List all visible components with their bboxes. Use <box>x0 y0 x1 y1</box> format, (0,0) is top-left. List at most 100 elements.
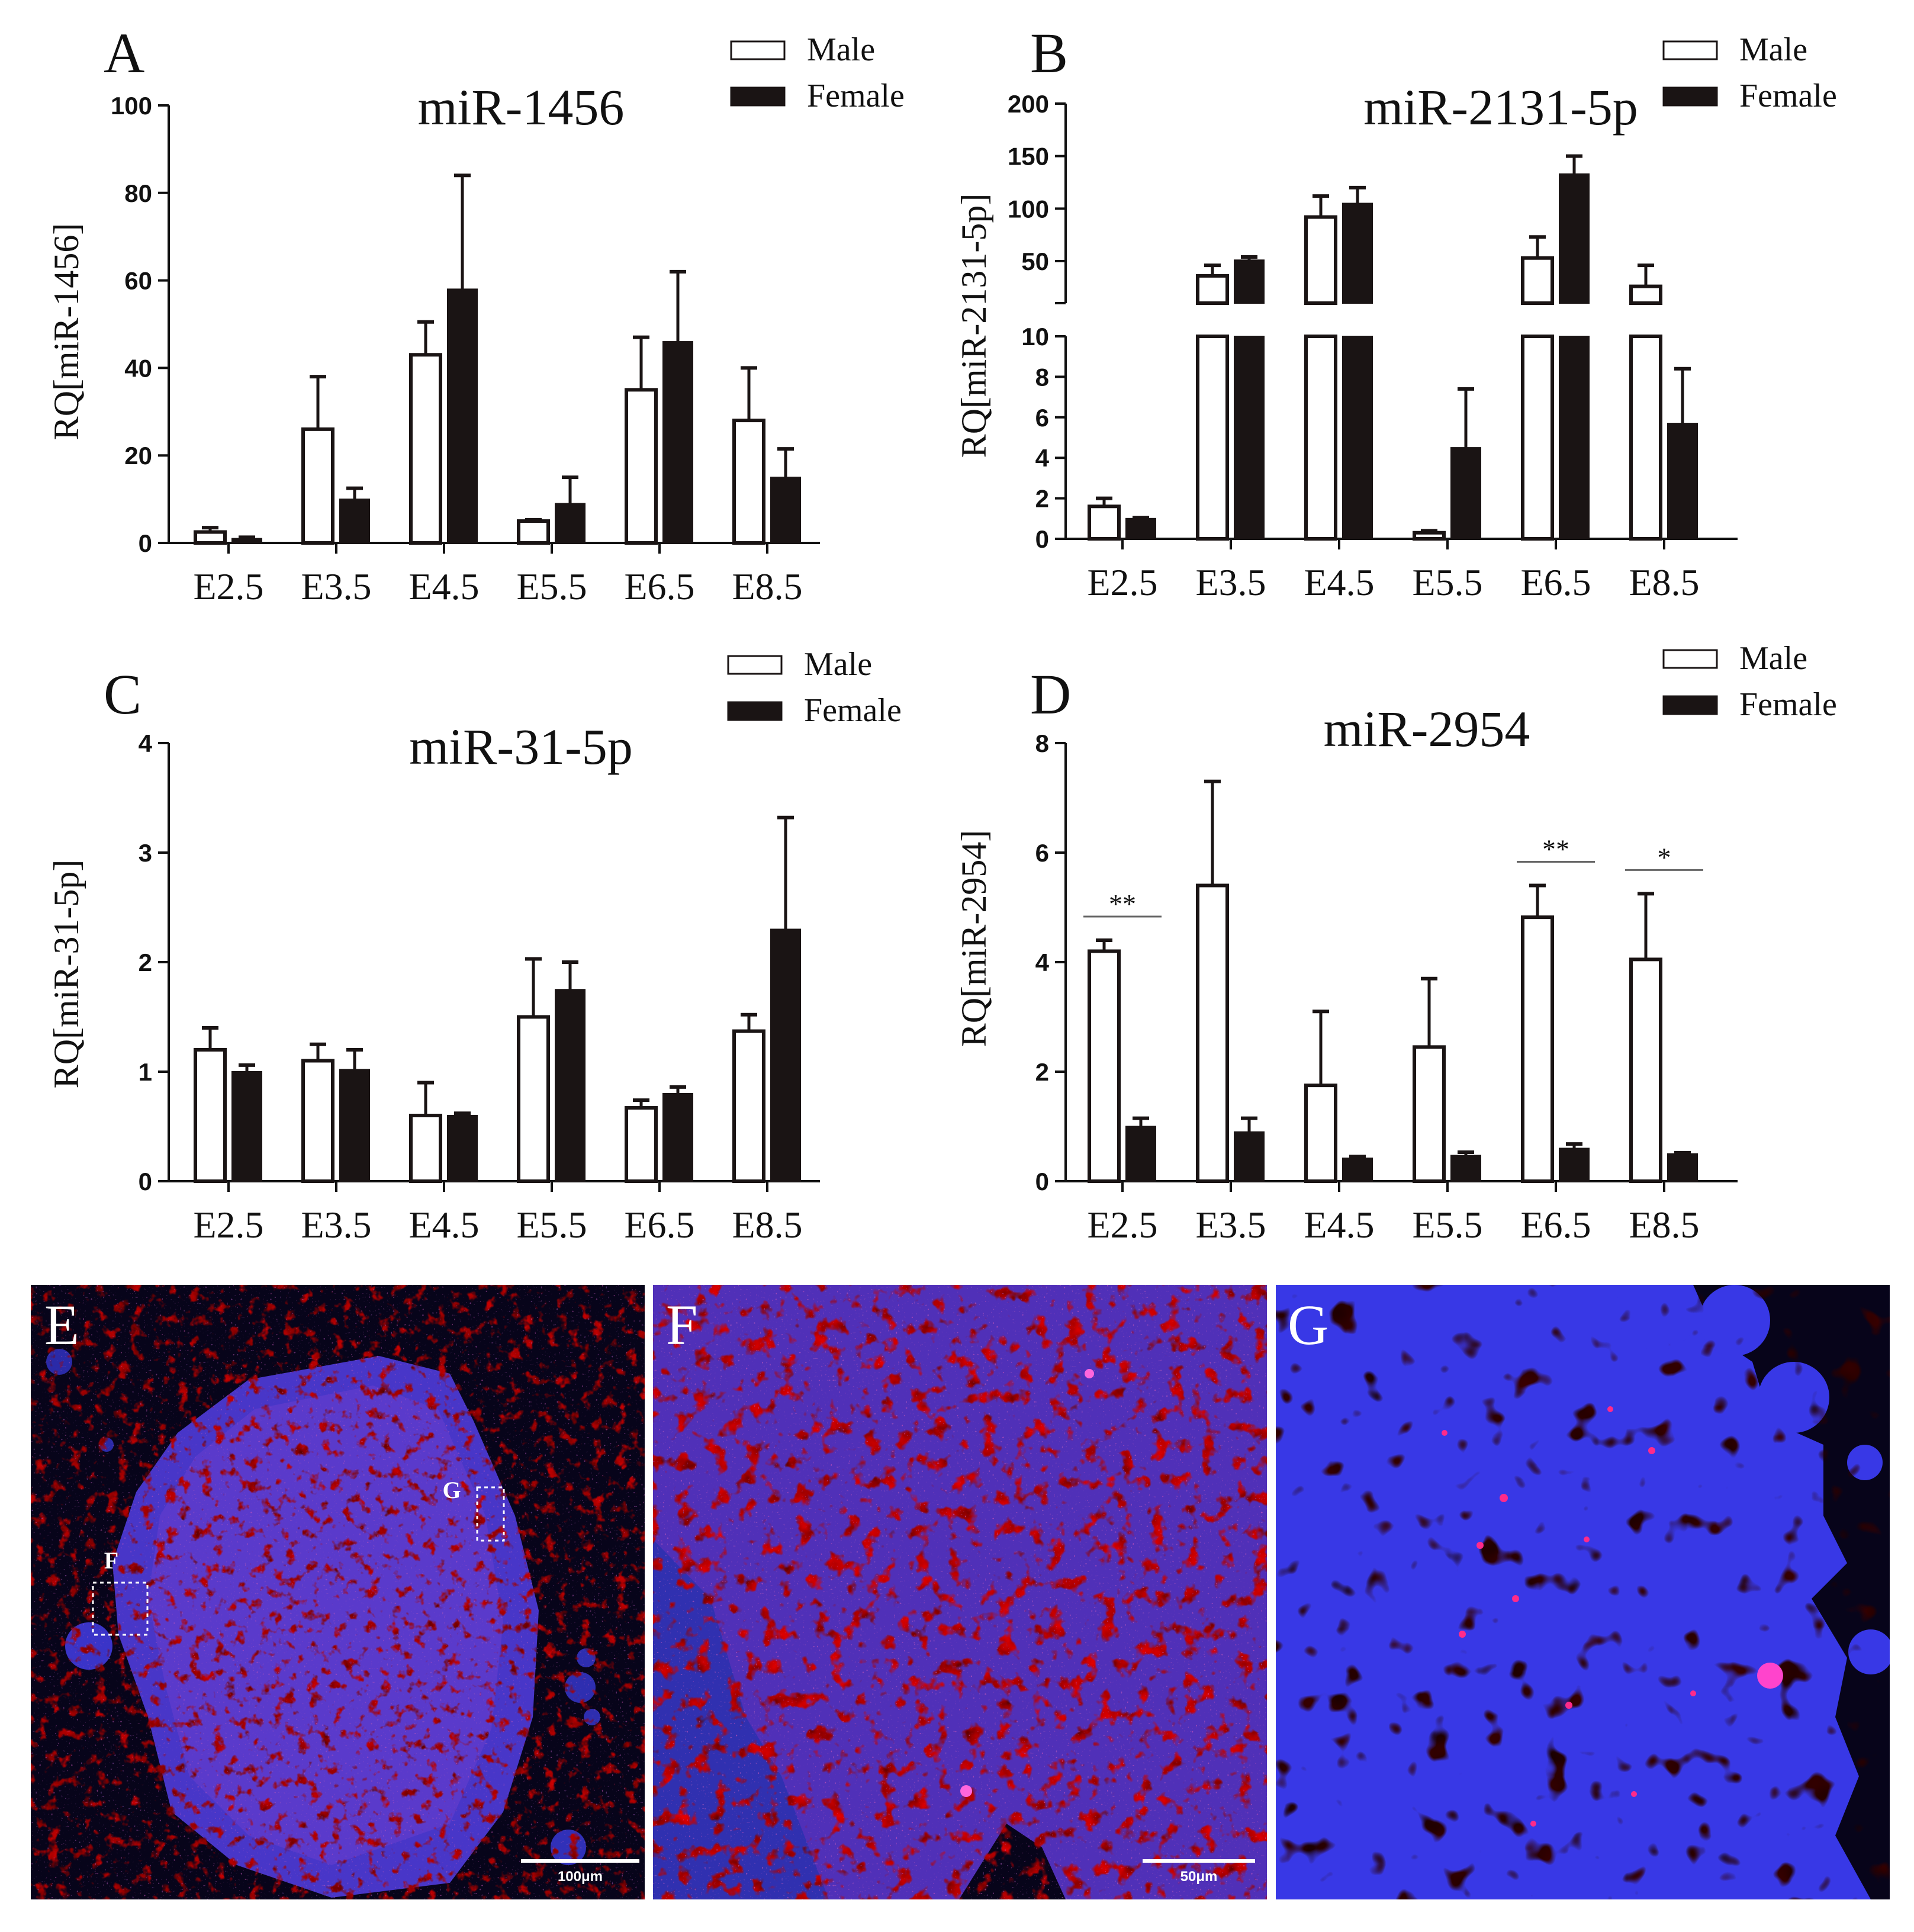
y-tick-label: 100 <box>111 92 152 120</box>
y-tick-label: 0 <box>139 1168 152 1195</box>
bar-male-e5-5 <box>517 519 550 545</box>
y-tick-label: 2 <box>139 949 152 976</box>
y-tick-label: 6 <box>1035 839 1049 867</box>
bar-female-e4-5 <box>447 288 478 544</box>
bar-male-e3-5-lower <box>1196 335 1229 541</box>
bar-female-e2-5 <box>231 538 262 544</box>
roi-box-f <box>92 1581 149 1636</box>
bar-female-e3-5 <box>1234 259 1265 304</box>
y-tick-label: 4 <box>1035 444 1050 472</box>
chart-title-a: miR-1456 <box>418 79 625 136</box>
x-tick-label: E4.5 <box>1304 561 1374 603</box>
x-tick-label: E2.5 <box>1087 1204 1157 1246</box>
bar-male-e6-5 <box>625 388 658 545</box>
roi-label-g: G <box>442 1477 461 1503</box>
bar-female-e6-5 <box>662 1093 693 1182</box>
bar-female-e4-5 <box>447 1115 478 1182</box>
y-tick-label: 100 <box>1008 195 1049 223</box>
bar-female-e2-5 <box>231 1071 262 1182</box>
micrograph-letter-f: F <box>666 1293 697 1356</box>
legend-swatch-male <box>1662 40 1718 60</box>
bar-female-e2-5 <box>1125 1126 1156 1182</box>
y-tick-label: 2 <box>1035 1058 1049 1086</box>
x-tick-label: E5.5 <box>1412 561 1482 603</box>
x-tick-label: E8.5 <box>1629 561 1699 603</box>
y-tick-label: 6 <box>1035 404 1049 432</box>
y-tick-label: 3 <box>139 839 152 867</box>
roi-label-f: F <box>104 1547 118 1574</box>
bar-female-e6-5 <box>1559 173 1590 304</box>
bar-male-e8-5-lower <box>1629 335 1662 541</box>
legend-swatch-male <box>1662 649 1718 669</box>
bar-male-e4-5-lower <box>1304 335 1337 541</box>
bar-male-e4-5 <box>1304 215 1337 305</box>
x-tick-label: E3.5 <box>301 1204 371 1246</box>
x-tick-label: E5.5 <box>516 1204 587 1246</box>
bar-female-e5-5 <box>1450 447 1481 539</box>
x-tick-label: E3.5 <box>1195 1204 1266 1246</box>
bar-male-e5-5 <box>1413 1045 1446 1183</box>
y-tick-label: 1 <box>139 1058 152 1086</box>
panel-letter-a: A <box>104 21 144 85</box>
y-tick-label: 200 <box>1008 90 1049 118</box>
charts-layer: AmiR-1456MaleFemaleRQ[miR-1456]020406080… <box>47 21 1837 1246</box>
legend-label-female: Female <box>1739 686 1837 723</box>
y-tick-label: 50 <box>1021 247 1049 275</box>
bar-male-e5-5 <box>517 1015 550 1183</box>
legend-swatch-female <box>730 86 786 107</box>
legend-swatch-male <box>727 655 783 675</box>
x-tick-label: E6.5 <box>624 565 694 607</box>
x-tick-label: E5.5 <box>516 565 587 607</box>
legend-label-female: Female <box>804 692 902 729</box>
legend-swatch-female <box>727 701 783 721</box>
y-tick-label: 2 <box>1035 485 1049 513</box>
y-tick-label: 8 <box>1035 363 1049 391</box>
y-axis-label-d: RQ[miR-2954] <box>954 830 993 1047</box>
bar-male-e5-5 <box>1413 531 1446 541</box>
bar-male-e2-5 <box>194 1048 227 1183</box>
bar-male-e4-5 <box>1304 1084 1337 1183</box>
bar-female-e8-5 <box>770 477 801 544</box>
significance-label: ** <box>1542 834 1569 864</box>
y-tick-label: 0 <box>1035 525 1049 553</box>
scale-bar-e <box>521 1859 639 1863</box>
scale-bar-f <box>1143 1859 1255 1863</box>
y-tick-label: 8 <box>1035 729 1049 757</box>
bar-male-e4-5 <box>409 353 442 545</box>
micrograph-letter-e: E <box>44 1293 79 1356</box>
x-tick-label: E2.5 <box>193 1204 263 1246</box>
bar-male-e6-5 <box>1521 915 1554 1184</box>
x-tick-label: E4.5 <box>408 1204 479 1246</box>
micrograph-letter-g: G <box>1288 1293 1328 1356</box>
bar-female-e3-5 <box>1234 1131 1265 1182</box>
bar-female-e3-5 <box>339 499 370 544</box>
bar-male-e2-5 <box>1088 949 1121 1183</box>
y-tick-label: 80 <box>124 179 152 207</box>
x-tick-label: E2.5 <box>193 565 263 607</box>
legend-label-male: Male <box>1739 640 1807 677</box>
y-axis-label-c: RQ[miR-31-5p] <box>47 860 86 1089</box>
bar-male-e2-5 <box>1088 504 1121 541</box>
y-axis-label-a: RQ[miR-1456] <box>47 223 86 441</box>
bar-male-e3-5 <box>301 1059 334 1183</box>
legend-swatch-female <box>1662 695 1718 715</box>
bar-female-e3-5-lower <box>1234 336 1265 539</box>
panel-letter-c: C <box>104 663 141 726</box>
x-tick-label: E5.5 <box>1412 1204 1482 1246</box>
x-tick-label: E8.5 <box>732 565 802 607</box>
bar-female-e6-5-lower <box>1559 336 1590 539</box>
roi-box-g <box>476 1486 505 1542</box>
bar-male-e4-5 <box>409 1114 442 1183</box>
x-tick-label: E6.5 <box>1520 1204 1591 1246</box>
x-tick-label: E8.5 <box>732 1204 802 1246</box>
x-tick-label: E2.5 <box>1087 561 1157 603</box>
bar-male-e6-5-lower <box>1521 335 1554 541</box>
bar-female-e8-5 <box>1667 423 1698 539</box>
x-tick-label: E6.5 <box>1520 561 1591 603</box>
legend-label-female: Female <box>1739 78 1837 114</box>
bar-female-e4-5 <box>1342 1158 1373 1182</box>
